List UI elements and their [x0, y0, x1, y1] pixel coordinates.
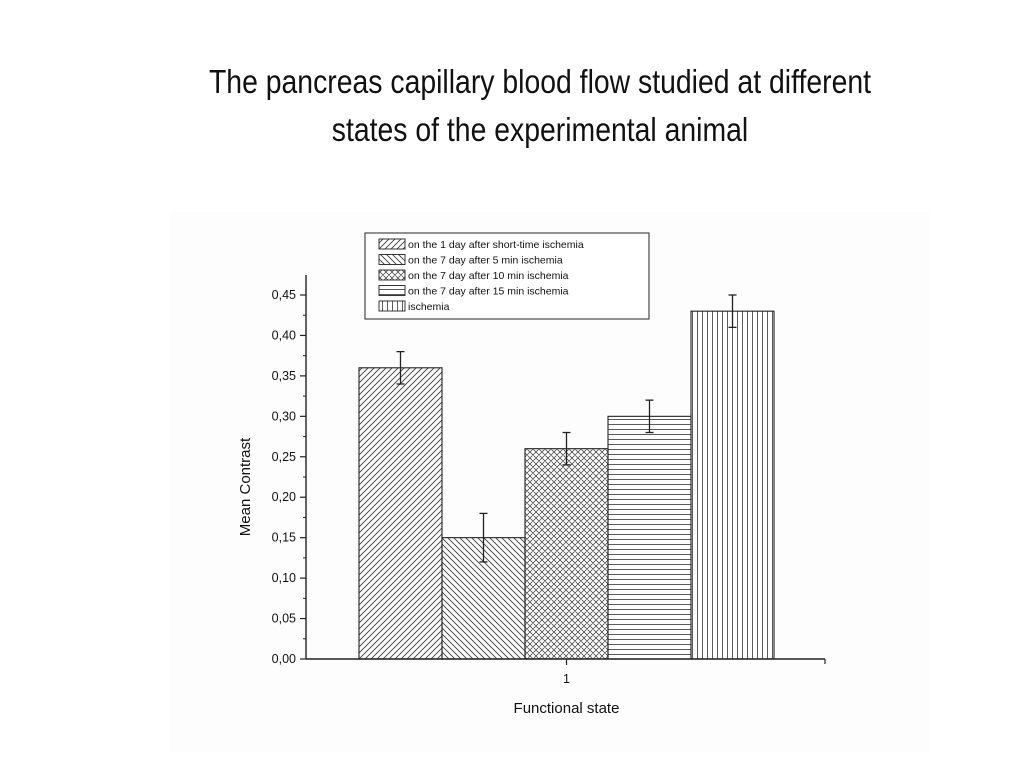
- bar: [524, 448, 609, 660]
- slide-title-line-1: The pancreas capillary blood flow studie…: [208, 63, 872, 100]
- legend: on the 1 day after short-time ischemia on…: [364, 232, 650, 320]
- y-tick-label: 0,35: [272, 369, 296, 383]
- bar: [358, 367, 443, 660]
- legend-label: on the 7 day after 15 min ischemia: [408, 286, 569, 298]
- legend-swatch: [378, 300, 406, 312]
- y-tick-label: 0,10: [272, 571, 296, 585]
- y-tick-label: 0,15: [272, 531, 296, 545]
- chart-panel: 0,00 0,05 0,10 0,15 0,20 0,25 0,30 0,35 0,40 0,45…: [170, 212, 930, 752]
- legend-label: on the 7 day after 10 min ischemia: [408, 270, 569, 282]
- slide-title: The pancreas capillary blood flow studie…: [162, 58, 919, 154]
- bar-chart: 0,00 0,05 0,10 0,15 0,20 0,25 0,30 0,35 0,40 0,45…: [237, 232, 826, 717]
- y-axis-title: Mean Contrast: [237, 437, 254, 536]
- y-tick-label: 0,30: [272, 409, 296, 423]
- y-tick-label: 0,45: [272, 288, 296, 302]
- legend-swatch: [378, 285, 406, 296]
- y-tick-label: 0,25: [272, 450, 296, 464]
- x-axis: 1: [306, 658, 826, 686]
- y-tick-label: 0,00: [272, 652, 296, 666]
- legend-swatch: [378, 254, 406, 265]
- legend-label: on the 7 day after 5 min ischemia: [408, 255, 563, 267]
- legend-label: ischemia: [408, 301, 450, 313]
- legend-swatch: [378, 238, 406, 250]
- y-tick-label: 0,20: [272, 490, 296, 504]
- y-ticks: 0,00 0,05 0,10 0,15 0,20 0,25 0,30 0,35 0,40 0,45: [272, 288, 306, 666]
- legend-box: [364, 232, 650, 320]
- bar: [607, 415, 692, 660]
- bars: [358, 294, 775, 660]
- slide-title-line-2: states of the experimental animal: [331, 111, 749, 148]
- legend-label: on the 1 day after short-time ischemia: [408, 239, 584, 251]
- bar: [690, 310, 775, 660]
- x-axis-title: Functional state: [514, 700, 620, 717]
- y-tick-label: 0,40: [272, 328, 296, 342]
- legend-swatch: [378, 269, 406, 281]
- x-tick-label: 1: [563, 672, 570, 686]
- y-tick-label: 0,05: [272, 612, 296, 626]
